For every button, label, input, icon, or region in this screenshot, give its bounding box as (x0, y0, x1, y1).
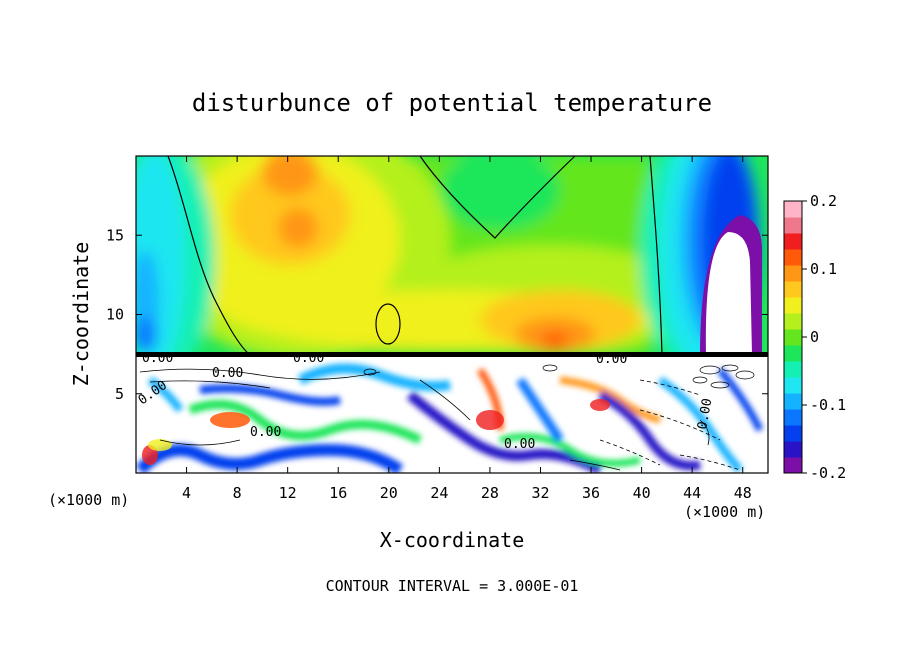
upper-field (136, 156, 768, 355)
contour-label: 0.00 (695, 397, 715, 430)
colorbar-swatch (784, 217, 802, 234)
colorbar (783, 200, 803, 474)
colorbar-tick-label: 0.2 (810, 192, 837, 210)
x-axis-unit-right: (×1000 m) (684, 503, 765, 521)
y-tick-label: 5 (115, 385, 124, 403)
x-tick-label: 4 (182, 484, 191, 502)
colorbar-tick-label: -0.1 (810, 396, 846, 414)
contour-label: 0.00 (293, 351, 324, 366)
colorbar-swatch (784, 249, 802, 266)
colorbar-swatch (784, 201, 802, 218)
x-axis-label: X-coordinate (380, 528, 525, 552)
colorbar-swatch (784, 409, 802, 426)
y-tick-label: 15 (106, 226, 124, 244)
colorbar-swatch (784, 377, 802, 394)
x-tick-label: 48 (734, 484, 752, 502)
x-tick-label: 24 (430, 484, 448, 502)
colorbar-swatch (784, 313, 802, 330)
y-tick-label: 10 (106, 306, 124, 324)
contour-label: 0.00 (250, 425, 281, 440)
colorbar-tick-label: 0 (810, 328, 819, 346)
x-axis-unit-left: (×1000 m) (48, 491, 129, 509)
colorbar-tick-label: -0.2 (810, 464, 846, 482)
contour-label: 0.00 (596, 352, 627, 367)
lower-field (136, 355, 768, 473)
y-axis: 5 10 15 (106, 226, 768, 403)
colorbar-swatch (784, 425, 802, 442)
contour-lines (167, 155, 663, 356)
plot-area: 0.00 0.00 0.00 0.00 0.00 0.00 0.00 0.00 (135, 155, 769, 474)
x-tick-label: 28 (481, 484, 499, 502)
colorbar-swatch (784, 329, 802, 346)
colorbar-swatch (784, 233, 802, 250)
y-axis-label: Z-coordinate (69, 242, 93, 387)
colorbar-swatch (784, 265, 802, 282)
x-tick-label: 36 (582, 484, 600, 502)
colorbar-ticks: 0.2 0.1 0 -0.1 -0.2 (802, 192, 846, 482)
x-tick-label: 32 (531, 484, 549, 502)
contour-label: 0.00 (504, 437, 535, 452)
colorbar-swatch (784, 441, 802, 458)
colorbar-swatch (784, 297, 802, 314)
contour-label: 0.00 (142, 351, 173, 366)
x-tick-label: 20 (380, 484, 398, 502)
x-axis: 4 8 12 16 20 24 28 32 36 40 44 48 (182, 156, 752, 502)
x-tick-label: 40 (633, 484, 651, 502)
colorbar-swatch (784, 345, 802, 362)
contour-label: 0.00 (212, 366, 243, 381)
x-tick-label: 16 (329, 484, 347, 502)
colorbar-swatch (784, 457, 802, 474)
x-tick-label: 44 (683, 484, 701, 502)
colorbar-tick-label: 0.1 (810, 260, 837, 278)
colorbar-swatch (784, 361, 802, 378)
colorbar-swatch (784, 393, 802, 410)
interface-line (136, 352, 768, 357)
colorbar-swatch (784, 281, 802, 298)
chart-title: disturbunce of potential temperature (192, 89, 712, 117)
x-tick-label: 8 (233, 484, 242, 502)
contour-interval-footer: CONTOUR INTERVAL = 3.000E-01 (326, 577, 579, 595)
x-tick-label: 12 (279, 484, 297, 502)
